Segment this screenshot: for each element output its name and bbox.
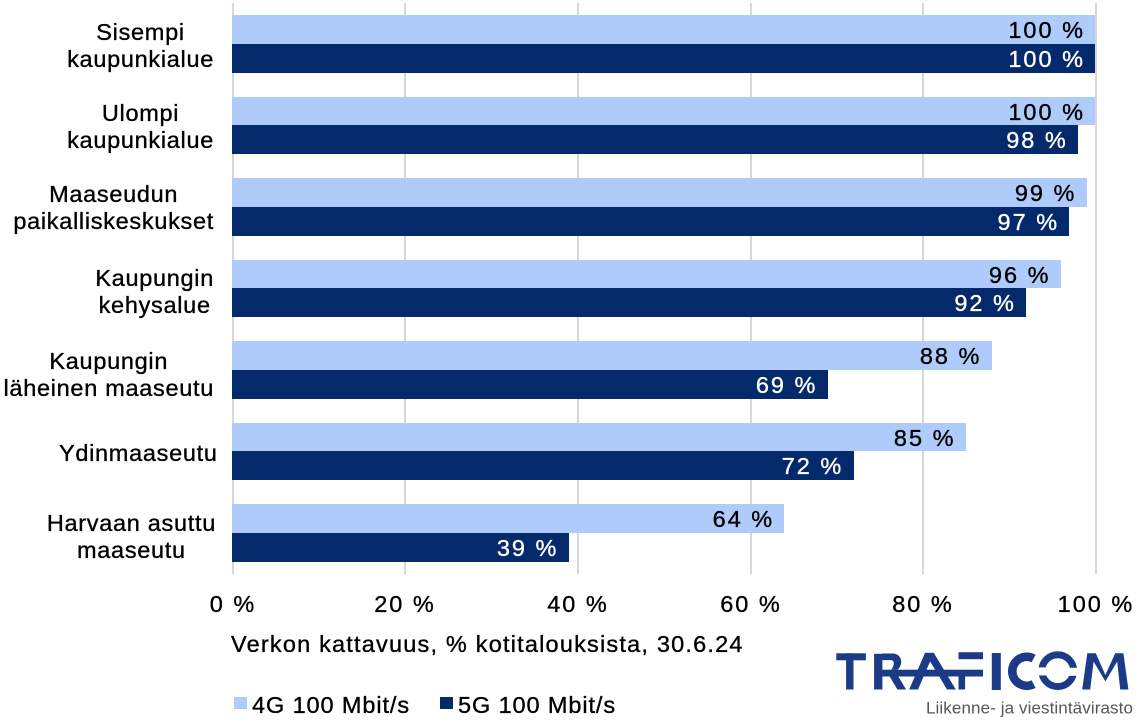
svg-text:Liikenne- ja viestintävirasto: Liikenne- ja viestintävirasto [926, 699, 1133, 718]
